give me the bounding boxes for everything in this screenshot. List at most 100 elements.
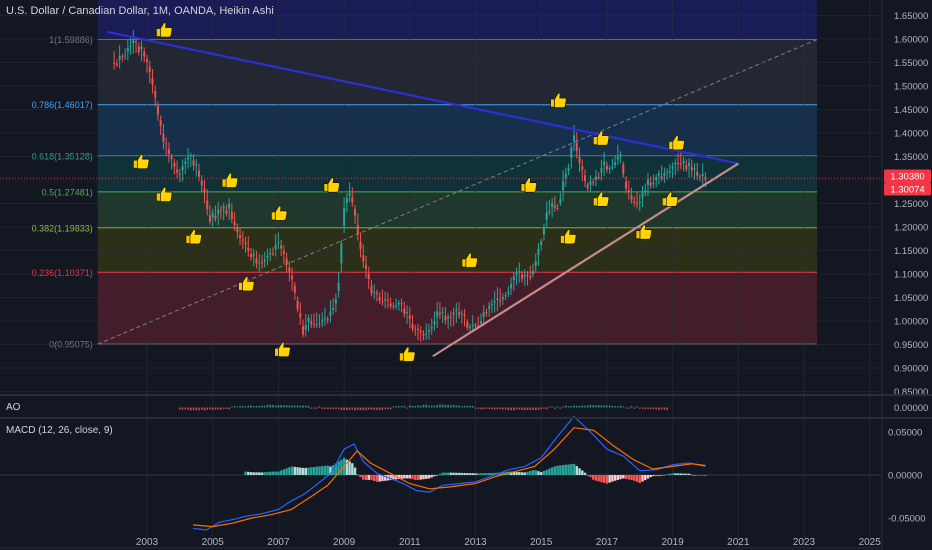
candle-body	[200, 180, 203, 186]
ao-bar	[362, 407, 365, 411]
macd-line	[192, 415, 706, 531]
candle-body	[625, 181, 628, 189]
candle-body	[627, 190, 630, 192]
ao-bar	[285, 405, 288, 408]
macd-histogram-bar	[260, 472, 264, 475]
candle-body	[269, 253, 272, 255]
ao-bar	[597, 405, 600, 408]
candle-body	[501, 297, 504, 300]
ao-bar	[625, 407, 627, 409]
macd-histogram-bar	[288, 467, 291, 475]
ao-bar	[310, 407, 313, 409]
ao-bar	[477, 407, 480, 409]
ao-bar	[647, 407, 649, 409]
thumbs-up-hand	[666, 191, 679, 207]
pane-dividers[interactable]	[0, 394, 932, 419]
candle-body	[646, 179, 649, 185]
ao-bar	[466, 405, 469, 408]
candle-body	[551, 202, 554, 208]
macd-histogram-bar	[627, 475, 630, 480]
trend-lines[interactable]	[0, 30, 882, 358]
ao-bar	[502, 407, 504, 410]
macd-histogram-bar	[345, 459, 349, 475]
macd-histogram-bar	[362, 475, 365, 480]
support-trend-line[interactable]	[432, 162, 739, 358]
ao-bar	[578, 405, 581, 408]
price-axis-tick-label: 0.85000	[894, 387, 928, 398]
candle-body	[296, 300, 299, 309]
candle-body	[614, 162, 617, 165]
thumbs-up-markers	[133, 22, 685, 362]
candle-body	[460, 313, 463, 315]
candle-body	[496, 298, 499, 300]
candle-body	[567, 168, 570, 172]
macd-histogram-bar	[676, 473, 680, 475]
fib-band	[97, 272, 818, 345]
macd-histogram-bar	[567, 464, 570, 475]
candle-body	[285, 258, 288, 264]
time-axis-tick-label: 2007	[267, 537, 290, 548]
ao-bar	[586, 405, 589, 408]
ao-bar	[283, 405, 285, 408]
candle-body	[668, 170, 671, 172]
ao-bar	[206, 407, 209, 410]
candle-body	[633, 201, 636, 203]
candle-body	[447, 316, 450, 319]
candle-body	[354, 208, 357, 216]
macd-histogram-bar	[592, 475, 595, 480]
macd-histogram-bar	[474, 473, 477, 475]
macd-histogram-bar	[321, 466, 324, 475]
macd-histogram-bar	[663, 474, 666, 476]
thumbs-up-icon	[238, 276, 255, 292]
candle-body	[373, 292, 376, 294]
thumbs-up-icon	[156, 186, 173, 202]
ao-bar	[252, 405, 255, 408]
ao-bar	[641, 407, 644, 409]
candle-body	[474, 325, 477, 327]
ao-label: AO	[6, 402, 21, 413]
thumbs-up-cuff	[238, 282, 243, 291]
macd-histogram-bar	[304, 467, 307, 475]
candle-body	[146, 59, 148, 62]
candle-body	[351, 197, 354, 203]
thumbs-up-cuff	[156, 192, 161, 202]
macd-histogram-bar	[477, 473, 480, 475]
macd-histogram-bar	[468, 473, 472, 475]
fibonacci-retracement[interactable]: 1(1.59886)0.786(1.46017)0.618(1.35128)0.…	[32, 0, 818, 350]
ao-bar	[220, 407, 222, 410]
fib-band-top	[97, 0, 818, 40]
macd-histogram-bar	[608, 475, 611, 483]
candle-body	[343, 207, 346, 226]
ao-bar	[200, 407, 203, 410]
macd-histogram-bar	[397, 475, 401, 480]
candle-body	[165, 143, 168, 145]
macd-histogram-bar	[381, 475, 384, 482]
candle-body	[176, 169, 179, 173]
macd-histogram-bar	[644, 475, 647, 481]
macd-axis-tick-label: 0.05000	[888, 428, 922, 439]
ao-bar	[584, 405, 586, 408]
thumbs-up-cuff	[185, 235, 191, 244]
thumbs-up-cuff	[461, 258, 467, 268]
ao-bar	[263, 405, 266, 408]
macd-histogram-bar	[351, 463, 354, 475]
resistance-trend-line[interactable]	[107, 30, 739, 165]
macd-histogram-bar	[559, 465, 562, 475]
candle-body	[326, 319, 329, 321]
ao-bar	[302, 405, 304, 408]
candle-body	[323, 318, 326, 320]
candle-body	[222, 206, 225, 209]
time-axis-tick-label: 2023	[793, 537, 816, 548]
candle-body	[696, 171, 699, 176]
macd-histogram-bar	[405, 475, 409, 479]
macd-histogram-bar	[696, 475, 699, 476]
candle-body	[332, 308, 335, 310]
candle-body	[304, 325, 307, 330]
candle-body	[143, 51, 146, 57]
macd-histogram-bar	[323, 465, 327, 475]
candle-body	[592, 181, 595, 183]
price-badge-upper: 1.30380	[890, 172, 924, 183]
ao-bar	[409, 405, 411, 408]
ao-bar	[663, 407, 666, 410]
